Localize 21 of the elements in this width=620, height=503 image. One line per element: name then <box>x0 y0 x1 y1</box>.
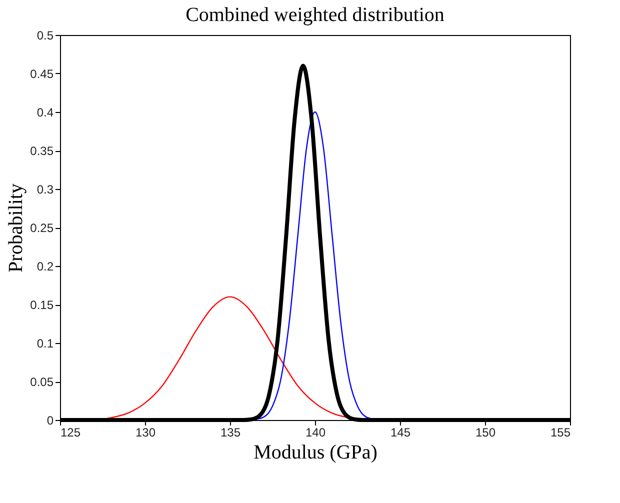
x-tick-label: 150 <box>475 426 496 440</box>
y-tick-label: 0.4 <box>36 106 54 120</box>
y-tick-label: 0.5 <box>36 28 54 42</box>
x-axis-title: Modulus (GPa) <box>254 442 378 464</box>
y-tick-label: 0 <box>46 414 54 428</box>
y-axis-title: Probability <box>5 184 28 272</box>
y-tick-label: 0.25 <box>30 221 54 235</box>
chart-title: Combined weighted distribution <box>186 4 444 26</box>
y-tick-label: 0.1 <box>36 336 54 350</box>
y-tick-label: 0.2 <box>36 260 54 274</box>
x-tick-label: 155 <box>550 426 571 440</box>
x-tick-label: 125 <box>60 426 81 440</box>
y-tick-label: 0.35 <box>30 144 54 158</box>
x-tick-label: 130 <box>135 426 156 440</box>
x-tick-label: 140 <box>305 426 326 440</box>
y-tick-label: 0.05 <box>30 375 54 389</box>
y-tick-label: 0.45 <box>30 67 54 81</box>
x-tick-label: 145 <box>390 426 411 440</box>
y-tick-label: 0.3 <box>36 182 54 196</box>
y-tick-label: 0.15 <box>30 298 54 312</box>
x-tick-label: 135 <box>220 426 241 440</box>
